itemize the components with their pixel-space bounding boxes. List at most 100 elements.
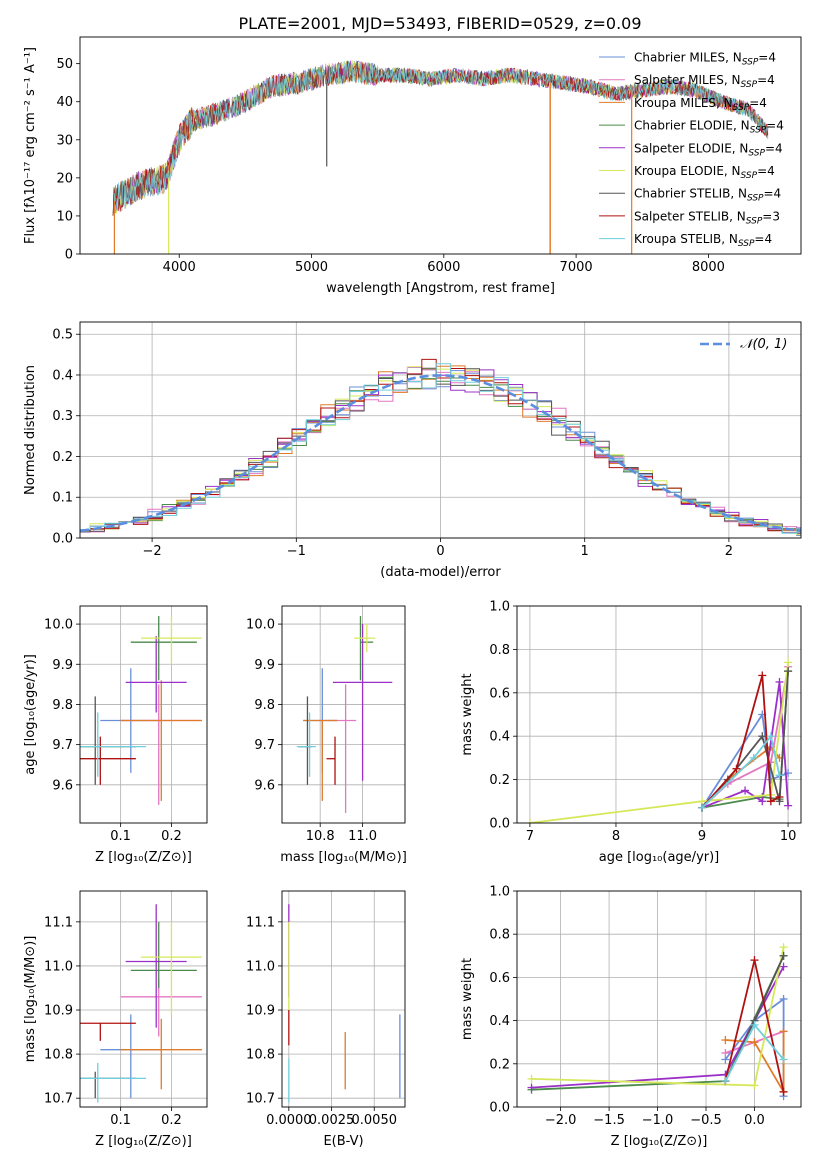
legend-label-kroupa_elodie: Kroupa ELODIE, NSSP=4 [634, 164, 775, 181]
x-axis-label: Z [log₁₀(Z/Z⊙)] [95, 1134, 192, 1149]
x-axis-label: E(B-V) [323, 1134, 363, 1149]
y-tick-label: 10.8 [246, 1048, 275, 1063]
histogram-salpeter_miles [80, 371, 801, 535]
y-tick-label: 9.8 [52, 698, 73, 713]
x-tick-label: 1 [581, 544, 589, 559]
x-tick-label: 6000 [427, 260, 460, 275]
mass_vs_ebv-plot-area [288, 904, 401, 1103]
legend-label-salpeter_stelib: Salpeter STELIB, NSSP=3 [634, 209, 780, 226]
y-axis-label: Flux [fλ10⁻¹⁷ erg cm⁻² s⁻¹ A⁻¹] [23, 47, 38, 244]
y-tick-label: 0.6 [489, 971, 510, 986]
y-tick-label: 0.2 [489, 773, 510, 788]
legend-label-normal: 𝒩(0, 1) [740, 337, 787, 352]
x-tick-label: 2 [725, 544, 733, 559]
x-axis-label: Z [log₁₀(Z/Z⊙)] [611, 1134, 708, 1149]
y-tick-label: 11.0 [44, 959, 73, 974]
y-tick-label: 10.7 [246, 1092, 275, 1107]
weight_vs_age-panel: 7 8 9 10 0.0 0.2 0.4 0.6 0.8 1.0 age [log₁₀(age/yr… [460, 600, 802, 865]
x-tick-label: 10.8 [306, 829, 335, 844]
weight_vs_age-plot-area [525, 658, 793, 823]
spectrum-frame [79, 36, 802, 255]
age_vs_mass-frame [281, 605, 406, 824]
y-tick-label: 0.1 [52, 491, 73, 506]
x-axis-label: age [log₁₀(age/yr)] [599, 850, 720, 865]
legend-label-salpeter_elodie: Salpeter ELODIE, NSSP=4 [634, 141, 783, 158]
legend-label-chabrier_elodie: Chabrier ELODIE, NSSP=4 [634, 119, 784, 136]
y-tick-label: 1.0 [489, 885, 510, 900]
x-tick-label: 0.2 [161, 829, 182, 844]
x-tick-label: −2.0 [545, 1113, 577, 1128]
y-tick-label: 30 [56, 133, 73, 148]
y-tick-label: 0 [65, 248, 73, 263]
mass_vs_ebv-frame [281, 890, 406, 1108]
x-tick-label: −1.5 [593, 1113, 625, 1128]
x-tick-label: 0 [436, 544, 444, 559]
legend-label-kroupa_stelib: Kroupa STELIB, NSSP=4 [634, 232, 772, 249]
x-tick-label: 0.0 [744, 1113, 765, 1128]
y-tick-label: 0.2 [489, 1057, 510, 1072]
y-axis-label: mass [log₁₀(M/M⊙)] [23, 936, 38, 1063]
spectrum-legend: Chabrier MILES, NSSP=4 Salpeter MILES, NS… [599, 51, 784, 249]
figure-title: PLATE=2001, MJD=53493, FIBERID=0529, z=0… [238, 14, 641, 33]
spectrum-panel: 4000 5000 6000 7000 8000 0 10 20 30 40 50 wavelengt… [23, 36, 802, 296]
y-tick-label: 11.1 [44, 915, 73, 930]
y-tick-label: 9.6 [254, 778, 275, 793]
x-axis-label: mass [log₁₀(M/M⊙)] [280, 850, 407, 865]
spectrum-line-kroupa_stelib [112, 60, 769, 216]
weight_vs_Z-plot-area [527, 943, 788, 1101]
y-tick-label: 0.4 [489, 1014, 510, 1029]
x-tick-label: 0.2 [161, 1113, 182, 1128]
y-tick-label: 0.3 [52, 409, 73, 424]
y-tick-label: 0.5 [52, 328, 73, 343]
x-tick-label: 7000 [560, 260, 593, 275]
y-tick-label: 0.2 [52, 450, 73, 465]
y-axis-label: Normed distribution [23, 365, 38, 495]
y-tick-label: 11.1 [246, 915, 275, 930]
y-axis-label: mass weight [460, 958, 475, 1040]
y-tick-label: 10.0 [246, 618, 275, 633]
y-tick-label: 9.7 [254, 738, 275, 753]
age_vs_Z-frame [79, 605, 208, 824]
y-tick-label: 9.7 [52, 738, 73, 753]
weight-line-kroupa_elodie [529, 662, 789, 823]
age_vs_Z-panel: 0.1 0.2 9.6 9.7 9.8 9.9 10.0 Z [log₁₀(Z/Z⊙)] age… [23, 605, 208, 865]
y-tick-label: 10.0 [44, 618, 73, 633]
y-tick-label: 9.8 [254, 698, 275, 713]
y-tick-label: 10.9 [246, 1004, 275, 1019]
residuals-frame [79, 321, 802, 539]
x-tick-label: −1 [287, 544, 306, 559]
y-tick-label: 0.8 [489, 643, 510, 658]
weight_vs_Z-panel: −2.0 −1.5 −1.0 −0.5 0.0 0.0 0.2 0.4 0.6 0.8 1.0 Z [… [460, 885, 802, 1149]
weight_vs_Z-frame [516, 890, 802, 1108]
y-tick-label: 9.9 [254, 658, 275, 673]
y-tick-label: 11.0 [246, 959, 275, 974]
x-tick-label: 11.0 [348, 829, 377, 844]
mass_vs_Z-plot-area [80, 904, 202, 1103]
age_vs_mass-plot-area [296, 616, 393, 813]
age_vs_Z-plot-area [80, 616, 202, 805]
x-tick-label: −1.0 [642, 1113, 674, 1128]
histogram-kroupa_elodie [80, 366, 801, 536]
x-tick-label: 4000 [163, 260, 196, 275]
y-tick-label: 0.6 [489, 686, 510, 701]
x-tick-label: 0.1 [110, 1113, 131, 1128]
age_vs_mass-panel: 10.8 11.0 9.6 9.7 9.8 9.9 10.0 mass [log₁₀(M/M⊙… [246, 605, 407, 865]
normal-curve [80, 374, 801, 533]
x-tick-label: 5000 [295, 260, 328, 275]
y-tick-label: 0.0 [52, 532, 73, 547]
weight-line-kroupa_stelib [701, 734, 781, 809]
x-axis-label: Z [log₁₀(Z/Z⊙)] [95, 850, 192, 865]
x-tick-label: 10 [780, 829, 797, 844]
histogram-salpeter_stelib [80, 358, 801, 532]
y-axis-label: mass weight [460, 673, 475, 755]
y-tick-label: 10.7 [44, 1092, 73, 1107]
legend-label-salpeter_miles: Salpeter MILES, NSSP=4 [634, 73, 775, 90]
residuals-plot-area [80, 358, 801, 536]
y-tick-label: 0.0 [489, 817, 510, 832]
x-tick-label: 0.1 [110, 829, 131, 844]
legend-label-chabrier_miles: Chabrier MILES, NSSP=4 [634, 51, 776, 68]
y-tick-label: 0.4 [52, 368, 73, 383]
x-tick-label: 8 [612, 829, 620, 844]
